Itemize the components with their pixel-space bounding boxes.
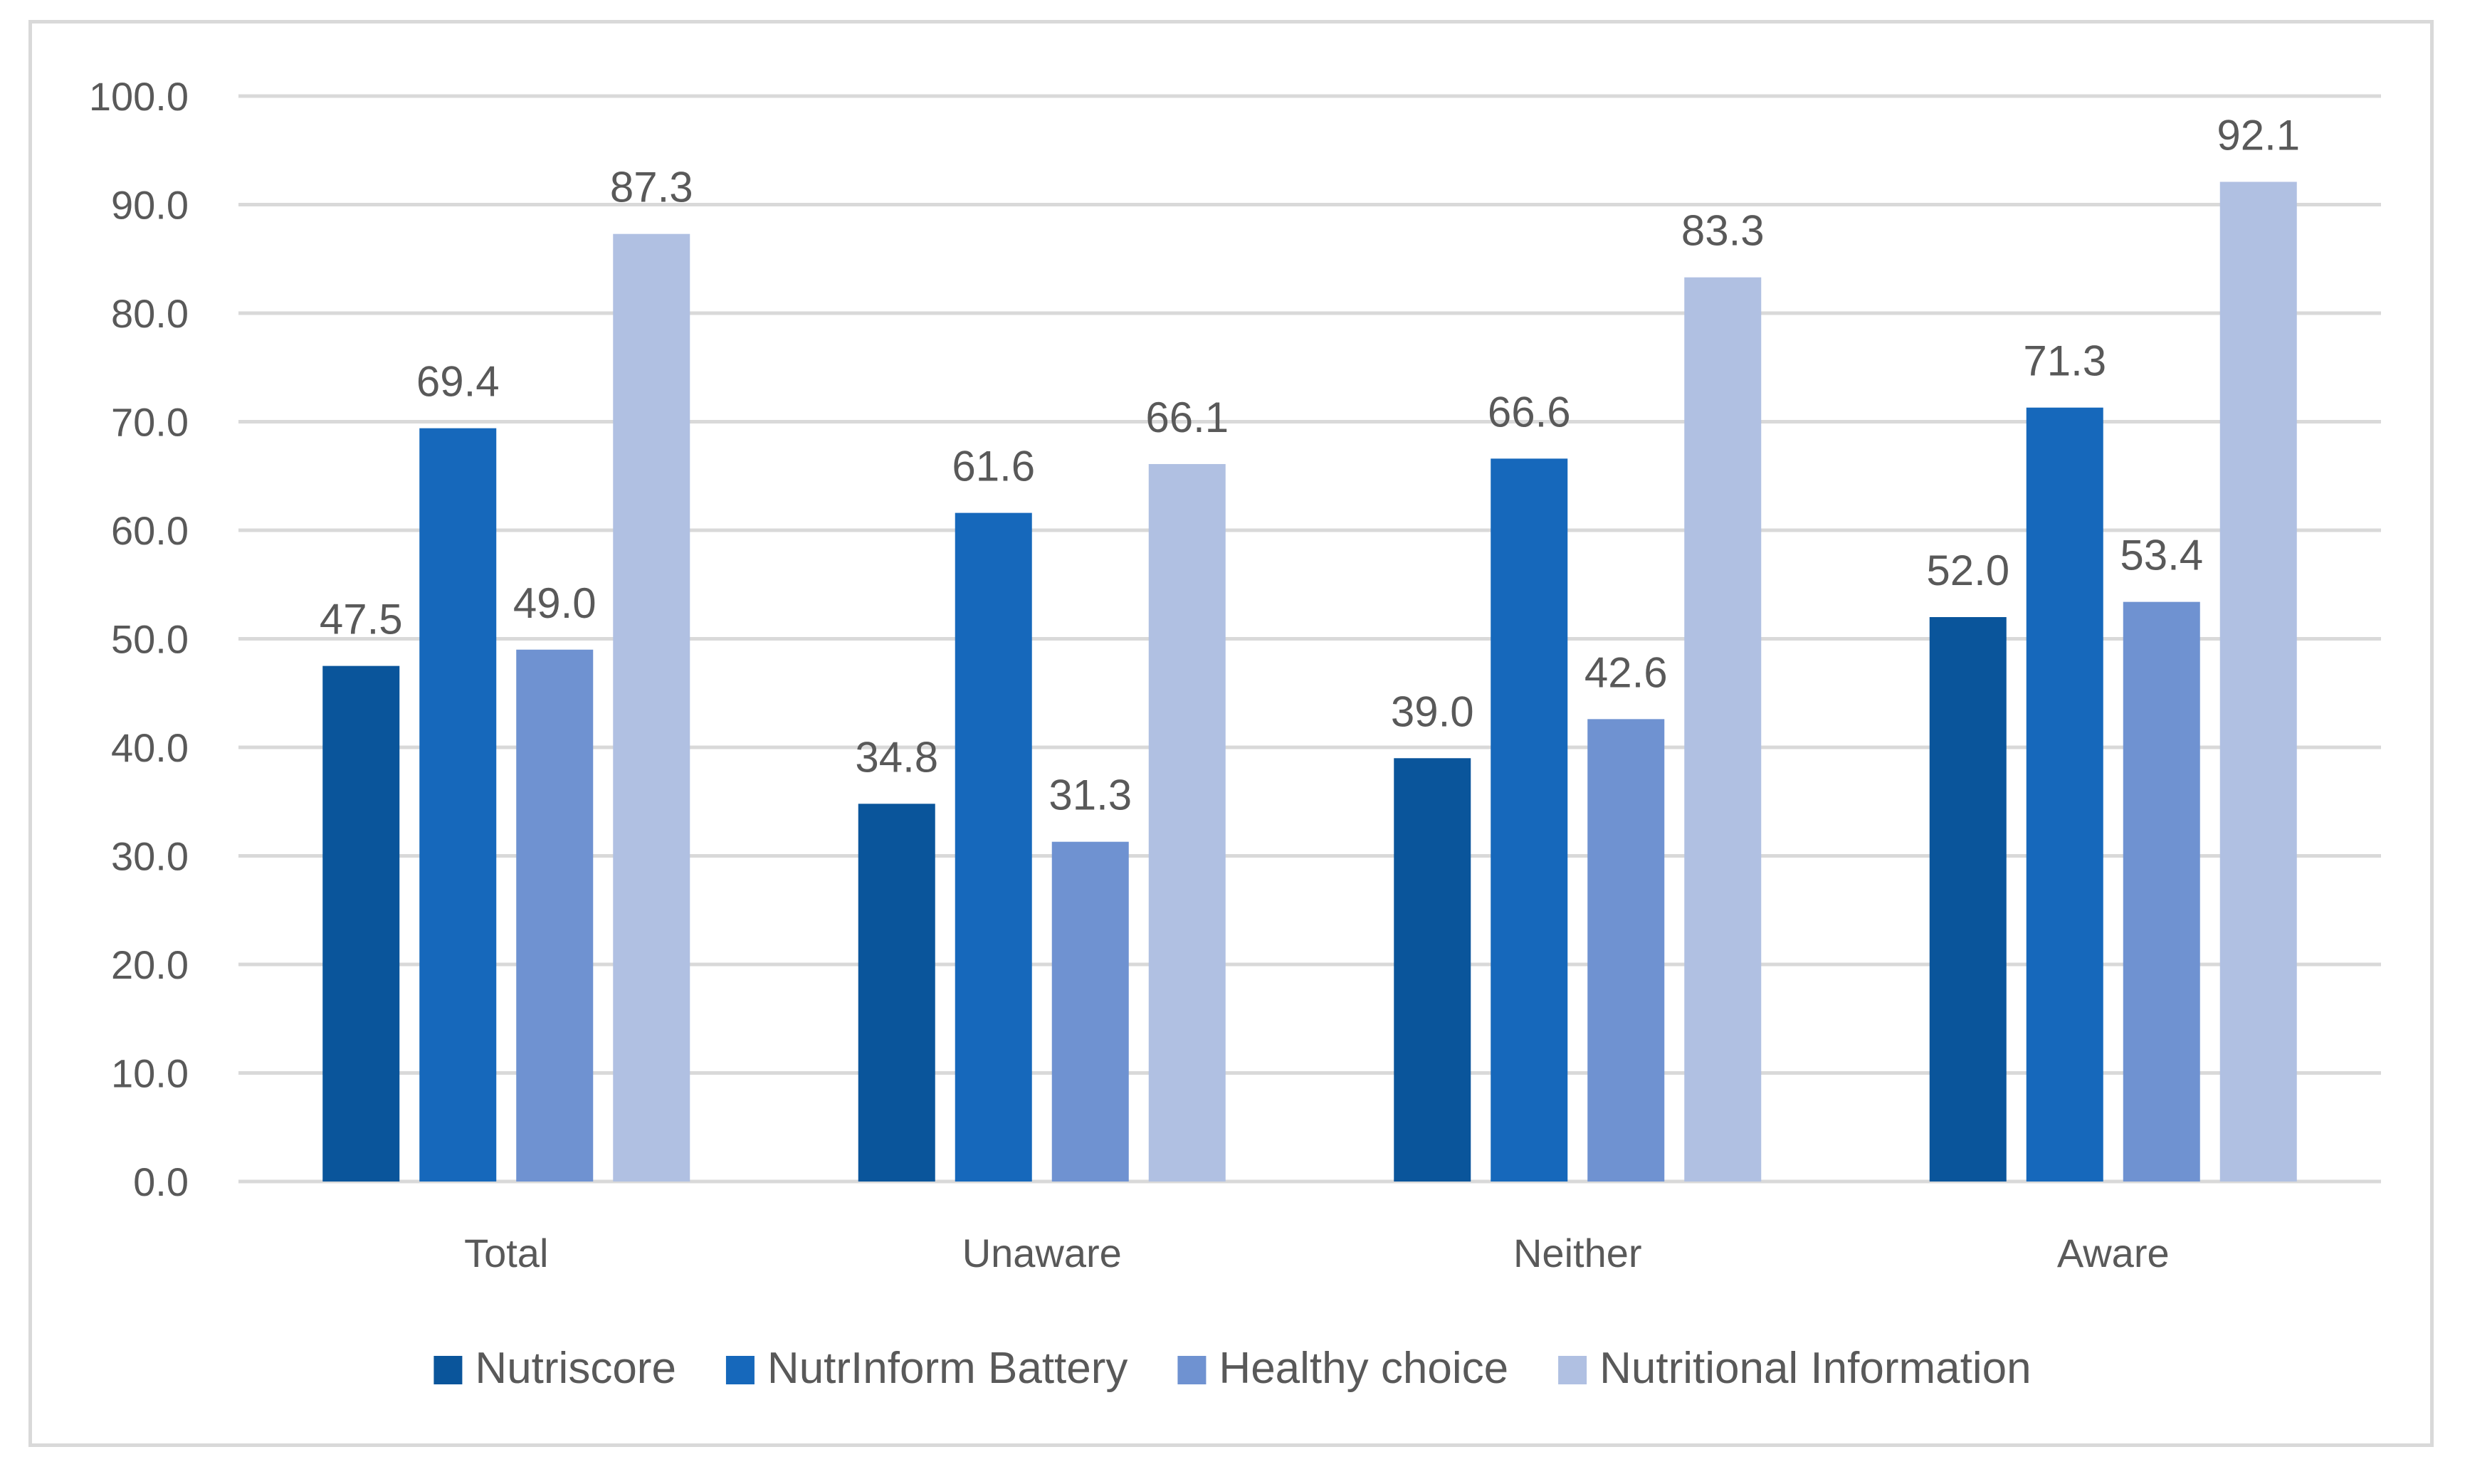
y-tick-label: 30.0: [111, 834, 189, 879]
y-axis-ticks: 0.0 10.0 20.0 30.0 40.0 50.0 60.0 70.0 80.0 90.0 1…: [89, 74, 189, 1204]
bar: [1587, 719, 1665, 1182]
legend-label: Nutritional Information: [1599, 1344, 2032, 1393]
legend-item: Nutritional Information: [1558, 1344, 2032, 1393]
legend-item: Nutriscore: [433, 1344, 676, 1393]
x-tick-label: Neither: [1513, 1231, 1642, 1275]
legend-swatch: [1177, 1356, 1207, 1384]
data-label: 87.3: [610, 164, 693, 211]
data-label: 52.0: [1926, 547, 2009, 594]
bar: [2219, 181, 2297, 1182]
data-label: 83.3: [1681, 207, 1765, 255]
bar: [2026, 407, 2103, 1182]
bar: [955, 512, 1032, 1182]
bar: [1051, 841, 1129, 1182]
bar: [1148, 463, 1226, 1182]
x-tick-label: Aware: [2057, 1231, 2170, 1275]
x-axis-ticks: Total Unaware Neither Aware: [464, 1231, 2170, 1275]
y-tick-label: 90.0: [111, 183, 189, 228]
bar: [516, 649, 594, 1182]
legend-label: NutrInform Battery: [767, 1344, 1128, 1393]
y-tick-label: 20.0: [111, 942, 189, 987]
data-label: 61.6: [952, 443, 1035, 490]
y-tick-label: 0.0: [133, 1159, 189, 1204]
data-label: 66.1: [1145, 394, 1229, 441]
y-tick-label: 80.0: [111, 291, 189, 336]
data-label: 66.6: [1488, 388, 1571, 436]
bar: [1929, 617, 2007, 1182]
legend-swatch: [433, 1356, 463, 1384]
x-tick-label: Unaware: [962, 1231, 1122, 1275]
y-tick-label: 100.0: [89, 74, 189, 119]
gridlines: [238, 94, 2381, 1184]
legend-item: NutrInform Battery: [725, 1344, 1128, 1393]
bar: [1491, 458, 1568, 1182]
data-label: 69.4: [416, 358, 500, 406]
y-tick-label: 10.0: [111, 1051, 189, 1096]
data-label: 31.3: [1048, 772, 1132, 819]
bar: [322, 665, 400, 1182]
legend: Nutriscore NutrInform Battery Healthy choi…: [433, 1344, 2032, 1393]
y-tick-label: 70.0: [111, 400, 189, 445]
legend-swatch: [725, 1356, 755, 1384]
data-label: 71.3: [2023, 337, 2106, 385]
legend-item: Healthy choice: [1177, 1344, 1508, 1393]
x-tick-label: Total: [464, 1231, 548, 1275]
legend-label: Healthy choice: [1219, 1344, 1508, 1393]
data-labels: 47.5 69.4 49.0 87.3 34.8 61.6 31.3 66.1 39.0 66.6…: [320, 111, 2300, 819]
bars: [322, 181, 2297, 1182]
data-label: 39.0: [1391, 688, 1474, 735]
y-tick-label: 50.0: [111, 617, 189, 662]
y-tick-label: 60.0: [111, 508, 189, 553]
bar: [419, 428, 497, 1182]
data-label: 42.6: [1584, 648, 1668, 696]
legend-swatch: [1558, 1356, 1587, 1384]
legend-label: Nutriscore: [475, 1344, 676, 1393]
data-label: 92.1: [2217, 111, 2300, 159]
bar: [858, 804, 935, 1182]
data-label: 53.4: [2120, 532, 2203, 579]
data-label: 49.0: [513, 579, 596, 627]
y-tick-label: 40.0: [111, 725, 189, 770]
bar: [1394, 758, 1471, 1182]
bar: [613, 233, 690, 1182]
data-label: 34.8: [855, 733, 938, 781]
bar: [2123, 601, 2200, 1182]
bar: [1684, 277, 1762, 1182]
data-label: 47.5: [320, 596, 403, 643]
